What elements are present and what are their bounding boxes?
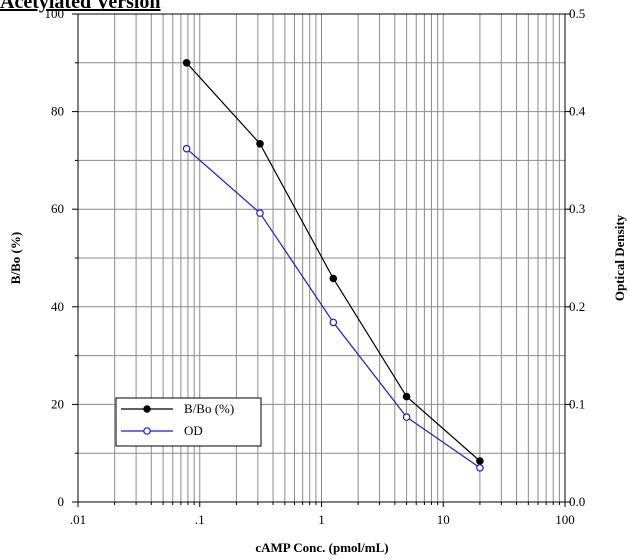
y-tick-label: 60 (51, 201, 64, 216)
data-point-1 (402, 413, 411, 421)
y2-tick-label: 0.0 (569, 494, 585, 509)
x-tick-label: 100 (555, 512, 575, 527)
y2-tick-label: 0.4 (569, 104, 586, 119)
data-point-1 (329, 318, 338, 327)
y2-tick-label: 0.1 (569, 396, 585, 411)
legend-label-bbo: B/Bo (%) (184, 401, 234, 416)
grid (78, 14, 565, 502)
x-tick-label: 10 (437, 512, 450, 527)
y2-tick-label: 0.3 (569, 201, 585, 216)
data-point-0 (476, 457, 484, 465)
data-point-0 (182, 58, 191, 67)
axis-ticks: .01 .1 1 10 100 0 20 40 60 80 100 0.0 0.1 0.2 0.3 0.4 0.… (45, 6, 586, 527)
data-point-0 (329, 274, 338, 283)
y2-tick-label: 0.5 (569, 6, 585, 21)
y-tick-label: 0 (58, 494, 65, 509)
legend-box (115, 397, 262, 447)
y-tick-label: 40 (51, 299, 64, 314)
y2-axis-title: Optical Density (612, 214, 627, 301)
legend-label-od: OD (184, 423, 203, 438)
chart-title: Acetylated Version (0, 0, 161, 13)
x-tick-label: .1 (195, 512, 205, 527)
x-axis-title: cAMP Conc. (pmol/mL) (255, 540, 388, 555)
legend: B/Bo (%) OD (115, 397, 262, 447)
y-axis-title: B/Bo (%) (8, 232, 23, 284)
data-point-1 (256, 209, 264, 217)
legend-marker-bbo (143, 405, 151, 413)
x-tick-label: .01 (70, 512, 86, 527)
data-point-1 (182, 144, 191, 153)
y-tick-label: 20 (51, 396, 64, 411)
y-tick-label: 80 (51, 104, 64, 119)
x-tick-label: 1 (318, 512, 325, 527)
data-point-0 (256, 140, 264, 148)
series-layer (182, 58, 484, 472)
legend-marker-od (143, 427, 151, 435)
data-point-1 (476, 463, 484, 472)
y-tick-label: 100 (45, 6, 65, 21)
y2-tick-label: 0.2 (569, 299, 585, 314)
data-point-0 (402, 392, 411, 401)
